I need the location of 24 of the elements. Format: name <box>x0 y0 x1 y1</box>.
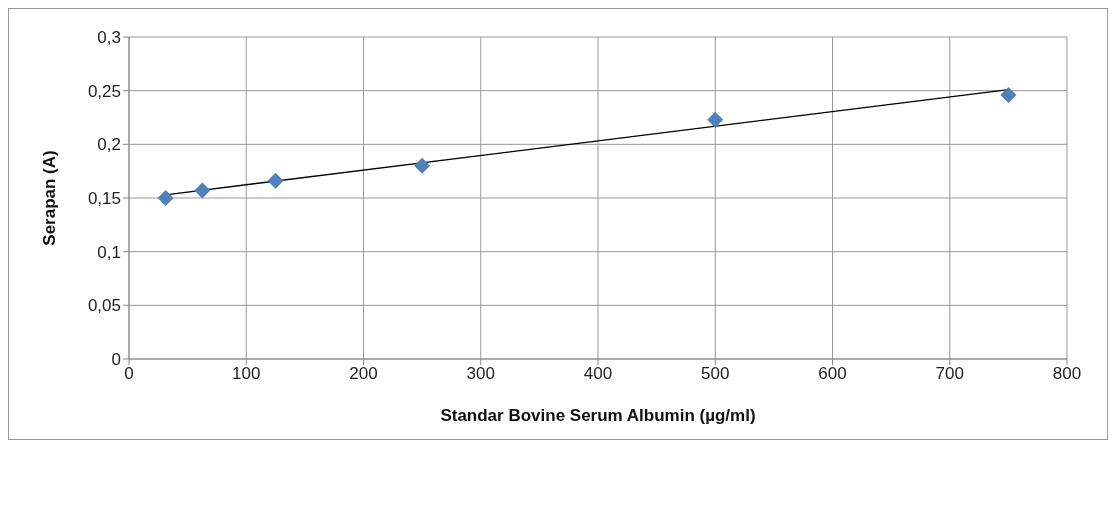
point <box>1000 86 1017 103</box>
y-axis-title: Serapan (A) <box>40 150 60 246</box>
x-axis-title: Standar Bovine Serum Albumin (µg/ml) <box>440 406 756 425</box>
x-tick-label: 0 <box>124 364 134 384</box>
y-tick-label: 0 <box>111 350 121 370</box>
x-tick-label: 400 <box>583 364 613 384</box>
point <box>414 157 431 174</box>
point <box>194 182 211 199</box>
y-tick-label: 0,25 <box>87 81 121 101</box>
x-tick-label: 300 <box>466 364 495 384</box>
x-tick-label: 800 <box>1052 364 1082 384</box>
y-tick-label: 0,2 <box>97 135 121 155</box>
x-tick-label: 600 <box>818 364 847 384</box>
x-tick-label: 100 <box>232 364 261 384</box>
x-tick-label: 200 <box>349 364 378 384</box>
y-tick-label: 0,1 <box>97 242 121 262</box>
y-tick-label: 0,15 <box>87 189 121 209</box>
y-tick-label: 0,3 <box>97 28 121 48</box>
x-tick-label: 500 <box>701 364 730 384</box>
point <box>267 172 284 189</box>
y-tick-label: 0,05 <box>87 296 121 316</box>
x-tick-label: 700 <box>935 364 964 384</box>
point <box>707 111 724 128</box>
point <box>157 190 174 206</box>
